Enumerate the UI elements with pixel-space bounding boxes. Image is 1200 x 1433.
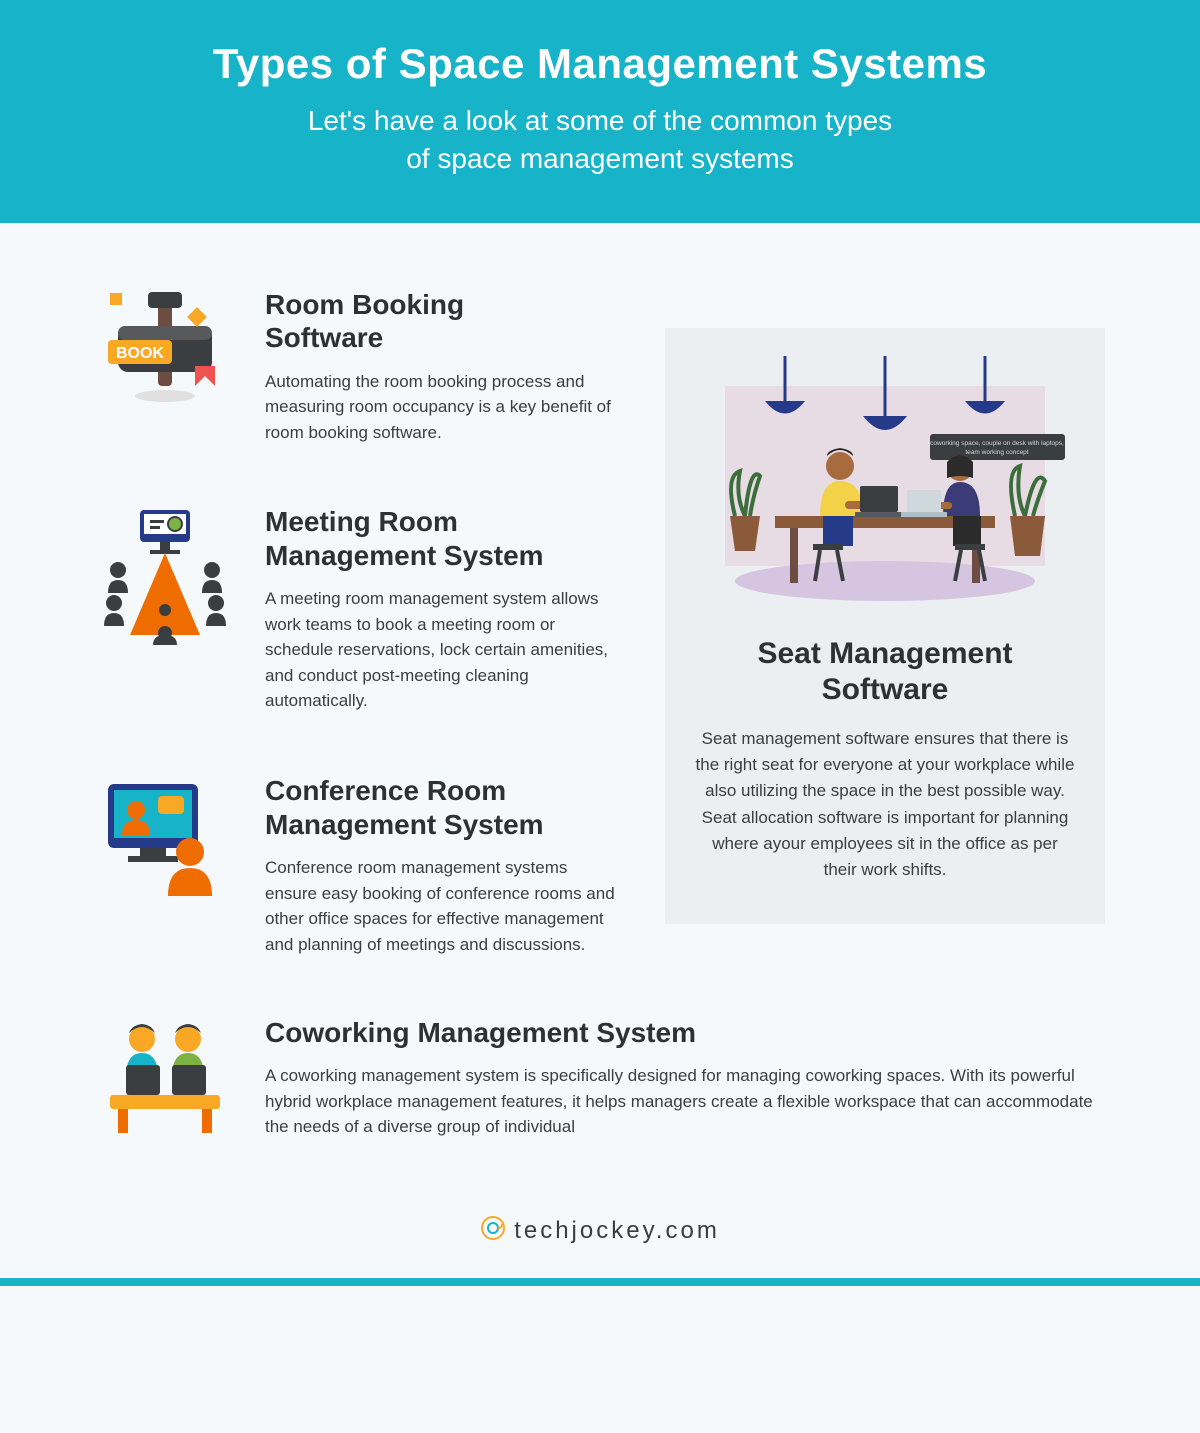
book-sign-icon: BOOK bbox=[95, 288, 235, 418]
feature-box: coworking space, couple on desk with lap… bbox=[665, 328, 1105, 924]
item-body: A coworking management system is specifi… bbox=[265, 1063, 1105, 1140]
coworking-people-icon bbox=[95, 1017, 235, 1137]
item-title: Meeting Room Management System bbox=[265, 505, 615, 572]
brand-icon bbox=[480, 1215, 506, 1248]
svg-text:team working concept: team working concept bbox=[965, 449, 1028, 456]
svg-text:coworking space, couple on des: coworking space, couple on desk with lap… bbox=[930, 440, 1064, 447]
header-banner: Types of Space Management Systems Let's … bbox=[0, 0, 1200, 223]
svg-text:BOOK: BOOK bbox=[116, 345, 164, 362]
info-item: BOOK Room Booking Software Automating th… bbox=[95, 288, 615, 446]
coworking-illustration: coworking space, couple on desk with lap… bbox=[695, 356, 1075, 606]
page-title: Types of Space Management Systems bbox=[40, 40, 1160, 88]
feature-title: Seat Management Software bbox=[695, 636, 1075, 708]
info-item: Meeting Room Management System A meeting… bbox=[95, 505, 615, 714]
info-item-full: Coworking Management System A coworking … bbox=[95, 1017, 1105, 1140]
info-item: Conference Room Management System Confer… bbox=[95, 774, 615, 957]
item-title: Room Booking Software bbox=[265, 288, 615, 355]
item-title: Conference Room Management System bbox=[265, 774, 615, 841]
item-title: Coworking Management System bbox=[265, 1017, 1105, 1049]
content-grid: BOOK Room Booking Software Automating th… bbox=[0, 223, 1200, 1180]
bottom-strip bbox=[0, 1278, 1200, 1286]
item-body: Automating the room booking process and … bbox=[265, 369, 615, 446]
item-body: Conference room management systems ensur… bbox=[265, 855, 615, 957]
meeting-table-icon bbox=[95, 505, 235, 645]
footer: techjockey.com bbox=[0, 1180, 1200, 1278]
conference-screen-icon bbox=[95, 774, 235, 904]
brand-text: techjockey.com bbox=[514, 1217, 720, 1244]
left-column: BOOK Room Booking Software Automating th… bbox=[95, 288, 615, 958]
page-subtitle: Let's have a look at some of the common … bbox=[40, 102, 1160, 178]
feature-body: Seat management software ensures that th… bbox=[695, 726, 1075, 884]
item-body: A meeting room management system allows … bbox=[265, 586, 615, 714]
